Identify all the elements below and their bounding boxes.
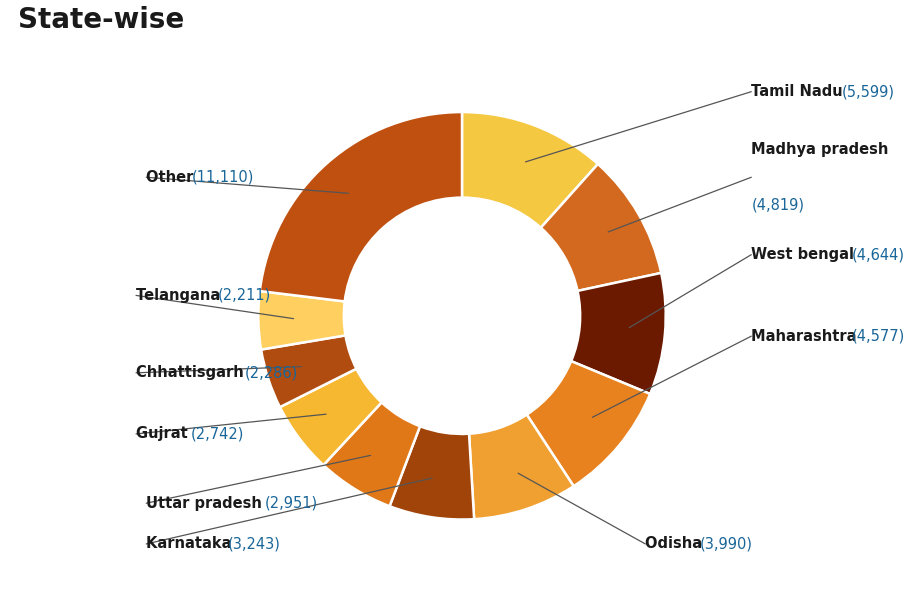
Wedge shape — [260, 112, 462, 302]
Text: (5,599): (5,599) — [842, 84, 895, 99]
Wedge shape — [259, 291, 346, 350]
Text: West bengal: West bengal — [751, 247, 859, 262]
Text: Telangana: Telangana — [136, 288, 225, 303]
Text: Maharashtra: Maharashtra — [751, 329, 862, 344]
Text: (4,644): (4,644) — [851, 247, 905, 262]
Text: (11,110): (11,110) — [191, 169, 254, 185]
Text: Gujrat: Gujrat — [136, 427, 193, 442]
Wedge shape — [390, 426, 474, 519]
Text: State-wise: State-wise — [18, 6, 184, 34]
Text: Karnataka: Karnataka — [146, 537, 237, 552]
Text: (2,742): (2,742) — [190, 427, 244, 442]
Text: Odisha: Odisha — [645, 537, 708, 552]
Wedge shape — [280, 369, 382, 465]
Wedge shape — [261, 335, 357, 407]
Wedge shape — [571, 273, 665, 394]
Wedge shape — [527, 361, 650, 486]
Text: (4,577): (4,577) — [851, 329, 905, 344]
Wedge shape — [462, 112, 598, 228]
Wedge shape — [541, 164, 662, 291]
Text: Madhya pradesh: Madhya pradesh — [751, 142, 889, 157]
Wedge shape — [469, 415, 574, 519]
Text: Uttar pradesh: Uttar pradesh — [146, 496, 267, 511]
Wedge shape — [323, 403, 420, 506]
Text: Chhattisgarh: Chhattisgarh — [136, 365, 249, 380]
Text: (2,211): (2,211) — [218, 288, 271, 303]
Text: Tamil Nadu: Tamil Nadu — [751, 84, 848, 99]
Text: (3,243): (3,243) — [228, 537, 281, 552]
Text: (3,990): (3,990) — [699, 537, 753, 552]
Text: Other: Other — [146, 169, 199, 185]
Text: (4,819): (4,819) — [751, 198, 804, 213]
Text: (2,286): (2,286) — [245, 365, 298, 380]
Text: (2,951): (2,951) — [264, 496, 318, 511]
